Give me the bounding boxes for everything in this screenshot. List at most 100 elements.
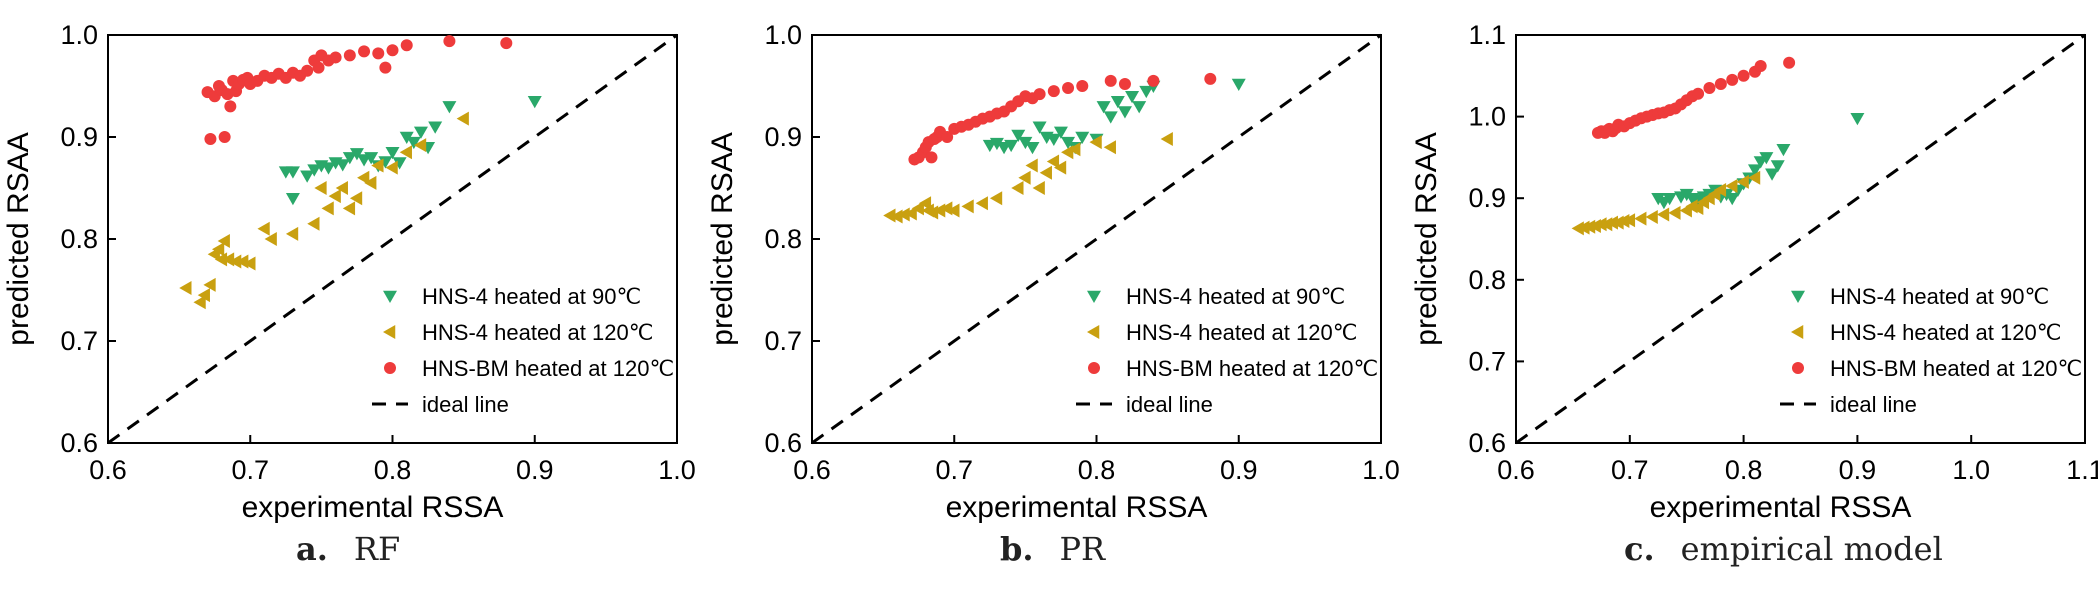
scatter-chart-a: 0.6 0.7 0.8 0.9 1.0 0.6 0.7 0.8 0.9 1.0 experiment…	[2, 20, 696, 524]
data-point	[307, 216, 320, 231]
data-point	[1132, 101, 1147, 114]
plot-frame	[1515, 34, 2086, 444]
data-point	[229, 254, 242, 269]
data-point	[203, 277, 216, 292]
data-point	[1104, 74, 1117, 87]
data-point	[1571, 221, 1584, 236]
legend-label: ideal line	[1126, 392, 1213, 417]
scatter-chart-c: 0.6 0.7 0.8 0.9 1.0 1.1 0.6 0.7 0.8 0.9 1.0 1.1 expe…	[1410, 20, 2098, 524]
data-point	[947, 203, 960, 218]
data-point	[1577, 220, 1590, 235]
x-tick-label: 1.0	[1362, 455, 1400, 485]
x-axis-label: experimental RSSA	[1650, 491, 1912, 524]
data-point	[925, 205, 939, 220]
data-point	[378, 156, 393, 169]
x-tick-label: 0.7	[231, 455, 269, 485]
data-point	[343, 49, 356, 62]
y-tick-label: 1.0	[764, 20, 802, 50]
data-point	[1656, 207, 1670, 222]
y-tick-label: 0.8	[60, 224, 98, 254]
data-point	[1736, 174, 1749, 189]
data-point	[364, 175, 377, 190]
data-point	[285, 166, 300, 179]
y-tick-label: 0.7	[1468, 346, 1506, 376]
legend-swatch	[1087, 325, 1100, 339]
data-point	[236, 254, 249, 269]
y-tick-label: 0.8	[1468, 265, 1506, 295]
legend-label: ideal line	[422, 392, 509, 417]
data-point	[342, 201, 356, 216]
x-axis-label: experimental RSSA	[242, 491, 504, 524]
ideal-line	[1515, 33, 2086, 445]
data-point	[1691, 200, 1704, 215]
data-point	[321, 201, 334, 216]
data-point	[406, 136, 421, 150]
legend-swatch	[384, 362, 396, 374]
data-point	[1053, 160, 1067, 175]
legend-label: HNS-4 heated at 120℃	[422, 320, 653, 345]
data-point	[941, 131, 954, 143]
data-point	[1765, 168, 1780, 181]
x-tick-label: 0.6	[1497, 455, 1535, 485]
data-point	[1118, 77, 1131, 90]
data-point	[257, 221, 270, 236]
data-point	[385, 160, 398, 175]
legend-label: HNS-4 heated at 90℃	[422, 284, 641, 309]
data-point	[890, 209, 903, 224]
data-point	[1668, 205, 1681, 220]
data-point	[1068, 142, 1081, 157]
data-point	[1776, 143, 1791, 157]
scatter-chart-b: 0.6 0.7 0.8 0.9 1.0 0.6 0.7 0.8 0.9 1.0 experiment…	[706, 20, 1400, 524]
legend-label: HNS-4 heated at 120℃	[1126, 320, 1357, 345]
data-point	[1759, 152, 1774, 165]
x-tick-label: 0.6	[89, 455, 127, 485]
data-point	[1032, 121, 1047, 134]
data-point	[379, 61, 392, 74]
x-tick-label: 0.6	[793, 455, 831, 485]
data-point	[1103, 140, 1116, 155]
data-point	[1061, 136, 1076, 150]
data-point	[500, 37, 513, 50]
y-tick-label: 0.8	[764, 224, 802, 254]
data-point	[1033, 88, 1046, 101]
data-point	[456, 111, 469, 126]
data-point	[300, 170, 315, 183]
data-point	[1714, 77, 1727, 90]
data-point	[1713, 183, 1727, 198]
data-point	[211, 242, 225, 257]
data-point	[1850, 112, 1865, 126]
data-point	[897, 207, 910, 222]
x-tick-label: 0.9	[516, 455, 554, 485]
data-point	[1747, 170, 1761, 185]
data-point	[314, 181, 327, 195]
y-tick-label: 1.0	[60, 20, 98, 50]
data-point	[1770, 160, 1785, 173]
y-tick-label: 1.0	[1468, 102, 1506, 132]
data-point	[342, 152, 357, 165]
data-point	[413, 126, 428, 139]
data-point	[1617, 214, 1630, 229]
data-point	[1147, 74, 1160, 87]
data-point	[218, 131, 231, 143]
data-point	[371, 158, 384, 173]
data-point	[883, 208, 896, 223]
caption-text: RF	[353, 530, 401, 568]
data-point	[224, 100, 237, 113]
data-point	[301, 64, 314, 77]
x-tick-label: 0.7	[935, 455, 973, 485]
data-point	[1018, 170, 1031, 185]
data-point	[358, 45, 371, 58]
data-point	[1039, 165, 1052, 180]
data-point	[413, 138, 427, 153]
data-point	[307, 164, 322, 177]
legend-swatch	[383, 325, 396, 339]
data-point	[1062, 82, 1075, 95]
chart-panel-b: 0.6 0.7 0.8 0.9 1.0 0.6 0.7 0.8 0.9 1.0 experiment…	[704, 0, 1404, 597]
y-tick-label: 1.1	[1468, 20, 1506, 50]
data-point	[385, 147, 400, 160]
caption-letter: a.	[296, 530, 328, 568]
y-axis-label: predicted RSAA	[2, 132, 35, 345]
data-point	[1076, 80, 1089, 92]
data-point	[1047, 85, 1060, 98]
y-tick-label: 0.6	[764, 428, 802, 458]
